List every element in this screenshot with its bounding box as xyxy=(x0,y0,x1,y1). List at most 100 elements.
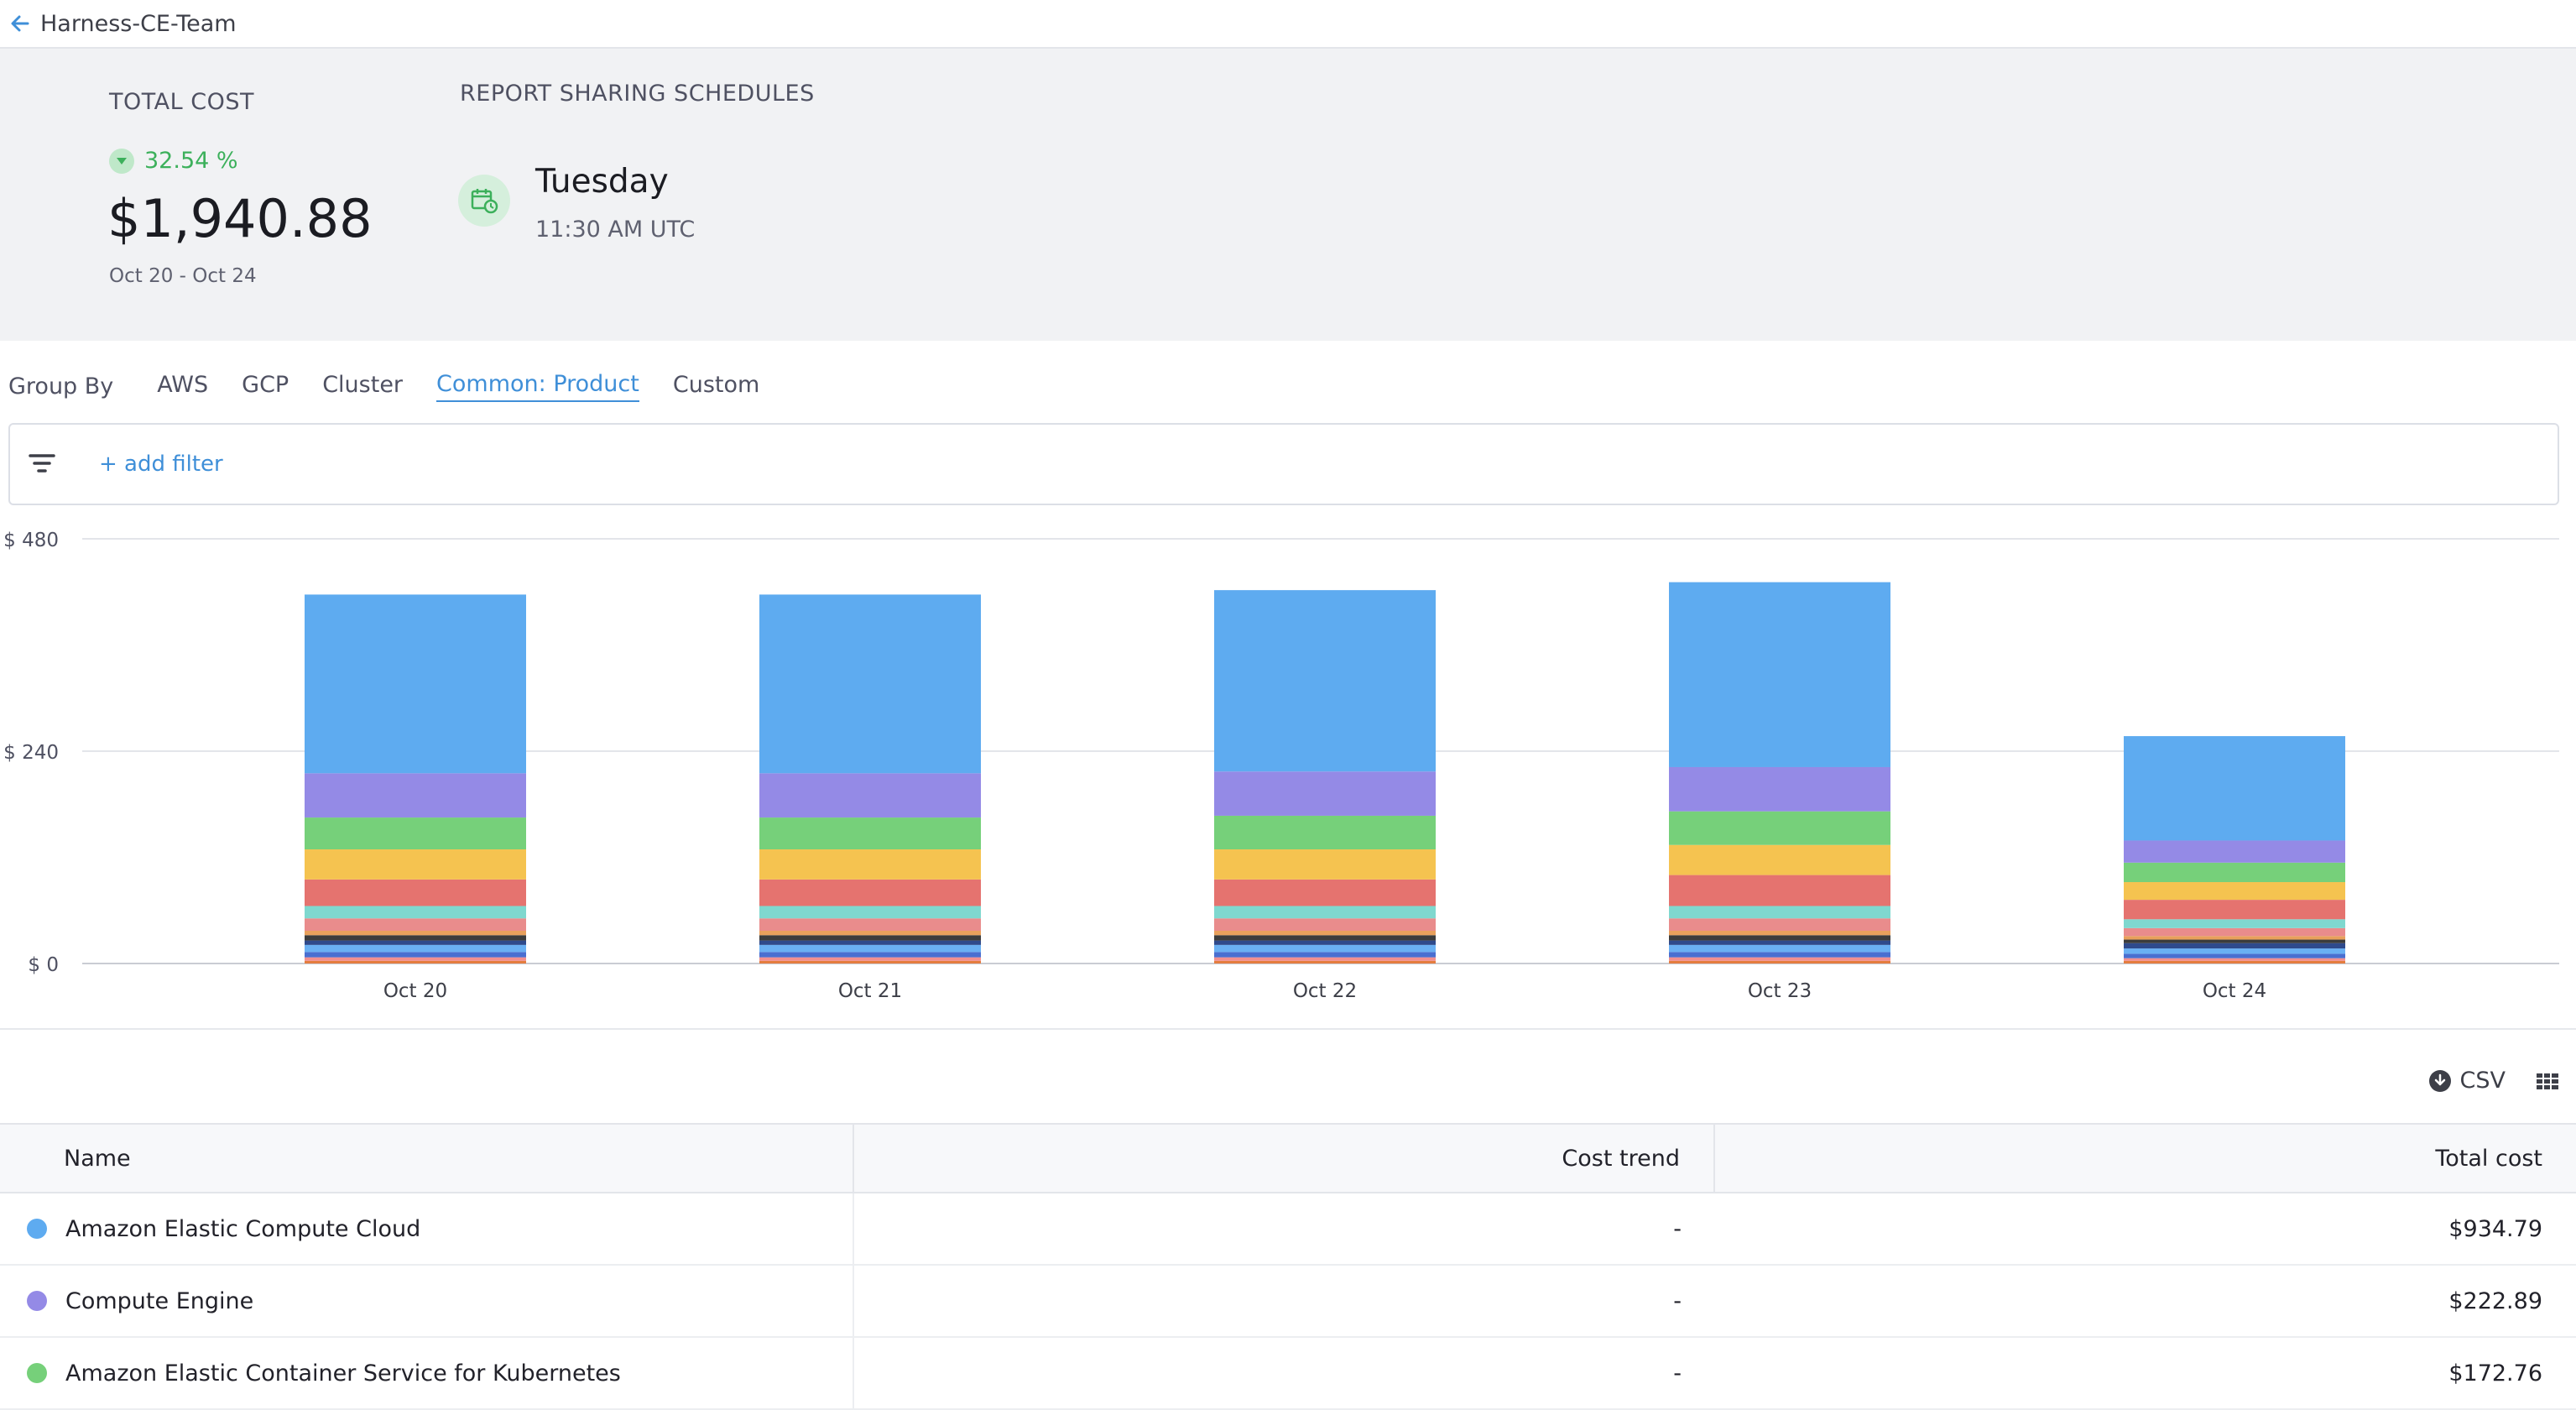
bar-segment[interactable] xyxy=(2124,939,2345,943)
series-color-dot xyxy=(27,1291,47,1311)
bar-segment[interactable] xyxy=(2124,840,2345,863)
bar-segment[interactable] xyxy=(305,817,526,850)
header-name[interactable]: Name xyxy=(0,1125,854,1192)
date-range: Oct 20 - Oct 24 xyxy=(109,265,257,287)
table-row[interactable]: Amazon Elastic Compute Cloud - $934.79 xyxy=(0,1193,2576,1266)
bar-segment[interactable] xyxy=(1214,944,1436,953)
tab-aws[interactable]: AWS xyxy=(157,371,209,398)
bar-segment[interactable] xyxy=(305,944,526,953)
cost-trend: 32.54 % xyxy=(109,148,238,174)
bar-segment[interactable] xyxy=(2124,943,2345,949)
bar-segment[interactable] xyxy=(1214,918,1436,931)
bar-segment[interactable] xyxy=(759,817,981,850)
bar-segment[interactable] xyxy=(305,849,526,880)
filter-icon[interactable] xyxy=(27,449,57,479)
table-row[interactable]: Amazon Elastic Container Service for Kub… xyxy=(0,1338,2576,1410)
bar-segment[interactable] xyxy=(2124,960,2345,964)
row-name: Amazon Elastic Compute Cloud xyxy=(65,1215,421,1242)
bar-segment[interactable] xyxy=(759,906,981,919)
bar-segment[interactable] xyxy=(305,879,526,906)
bar-segment[interactable] xyxy=(759,940,981,945)
bar-segment[interactable] xyxy=(759,952,981,958)
bar-segment[interactable] xyxy=(305,906,526,919)
bar-segment[interactable] xyxy=(759,960,981,964)
header-cost-trend[interactable]: Cost trend xyxy=(854,1125,1715,1192)
bar-segment[interactable] xyxy=(759,957,981,961)
table-header: Name Cost trend Total cost xyxy=(0,1123,2576,1193)
bar-segment[interactable] xyxy=(759,944,981,953)
bar-segment[interactable] xyxy=(305,594,526,774)
csv-download-button[interactable]: CSV xyxy=(2428,1068,2506,1094)
bar-segment[interactable] xyxy=(1214,940,1436,945)
x-tick-label: Oct 22 xyxy=(1293,980,1357,1002)
tab-gcp[interactable]: GCP xyxy=(242,371,289,398)
bar-segment[interactable] xyxy=(1214,957,1436,961)
bar-segment[interactable] xyxy=(1214,590,1436,772)
bar-segment[interactable] xyxy=(759,594,981,774)
bar-segment[interactable] xyxy=(2124,736,2345,841)
bar-segment[interactable] xyxy=(305,940,526,945)
bar-segment[interactable] xyxy=(1214,771,1436,816)
x-tick-label: Oct 24 xyxy=(2203,980,2266,1002)
bar-segment[interactable] xyxy=(1214,930,1436,936)
back-arrow-icon[interactable] xyxy=(8,12,32,35)
bar-segment[interactable] xyxy=(305,935,526,941)
bar-segment[interactable] xyxy=(2124,958,2345,961)
bar-segment[interactable] xyxy=(1669,844,1890,875)
bar-segment[interactable] xyxy=(1669,930,1890,936)
bar-segment[interactable] xyxy=(1669,582,1890,767)
bar-segment[interactable] xyxy=(1669,811,1890,845)
bar-segment[interactable] xyxy=(1669,875,1890,906)
tab-cluster[interactable]: Cluster xyxy=(322,371,404,398)
bar-segment[interactable] xyxy=(305,952,526,958)
group-by-label: Group By xyxy=(8,373,114,400)
header-total-cost[interactable]: Total cost xyxy=(2435,1145,2542,1172)
bar-segment[interactable] xyxy=(1214,849,1436,880)
tab-custom[interactable]: Custom xyxy=(672,371,760,398)
tab-common-product[interactable]: Common: Product xyxy=(436,371,639,402)
bar-segment[interactable] xyxy=(1214,935,1436,941)
bar-segment[interactable] xyxy=(305,930,526,936)
bar-segment[interactable] xyxy=(1214,906,1436,919)
bar-segment[interactable] xyxy=(2124,862,2345,883)
bar-segment[interactable] xyxy=(305,773,526,818)
bar-segment[interactable] xyxy=(1669,960,1890,964)
y-tick-label: $ 480 xyxy=(3,530,59,551)
team-title[interactable]: Harness-CE-Team xyxy=(40,10,237,37)
bar-segment[interactable] xyxy=(759,935,981,941)
bar-segment[interactable] xyxy=(1669,957,1890,961)
bar-segment[interactable] xyxy=(759,930,981,936)
x-tick-label: Oct 21 xyxy=(838,980,902,1002)
row-trend: - xyxy=(1673,1360,1682,1386)
bar-segment[interactable] xyxy=(1669,952,1890,958)
bar-segment[interactable] xyxy=(2124,900,2345,920)
column-settings-icon[interactable] xyxy=(2536,1069,2559,1093)
bar-segment[interactable] xyxy=(2124,953,2345,958)
bar-segment[interactable] xyxy=(1669,766,1890,812)
bar-segment[interactable] xyxy=(1669,944,1890,953)
bar-segment[interactable] xyxy=(2124,948,2345,954)
bar-segment[interactable] xyxy=(1669,906,1890,919)
add-filter-link[interactable]: + add filter xyxy=(99,452,223,477)
bar-segment[interactable] xyxy=(1214,960,1436,964)
bar-segment[interactable] xyxy=(305,960,526,964)
bar-segment[interactable] xyxy=(2124,919,2345,928)
bar-segment[interactable] xyxy=(1214,815,1436,850)
bar-segment[interactable] xyxy=(2124,936,2345,940)
bar-segment[interactable] xyxy=(305,957,526,961)
bar-segment[interactable] xyxy=(759,849,981,880)
bar-segment[interactable] xyxy=(759,773,981,818)
bar-segment[interactable] xyxy=(759,918,981,931)
bar-segment[interactable] xyxy=(1669,918,1890,931)
table-row[interactable]: Compute Engine - $222.89 xyxy=(0,1266,2576,1338)
bar-segment[interactable] xyxy=(1214,952,1436,958)
bar-segment[interactable] xyxy=(1669,935,1890,941)
bar-segment[interactable] xyxy=(305,918,526,931)
bar-segment[interactable] xyxy=(2124,882,2345,901)
bar-segment[interactable] xyxy=(1214,879,1436,906)
bar-segment[interactable] xyxy=(759,879,981,906)
bar-segment[interactable] xyxy=(2124,927,2345,937)
report-schedules-label: REPORT SHARING SCHEDULES xyxy=(460,81,815,107)
bar-segment[interactable] xyxy=(1669,940,1890,945)
trend-down-icon xyxy=(109,148,134,174)
